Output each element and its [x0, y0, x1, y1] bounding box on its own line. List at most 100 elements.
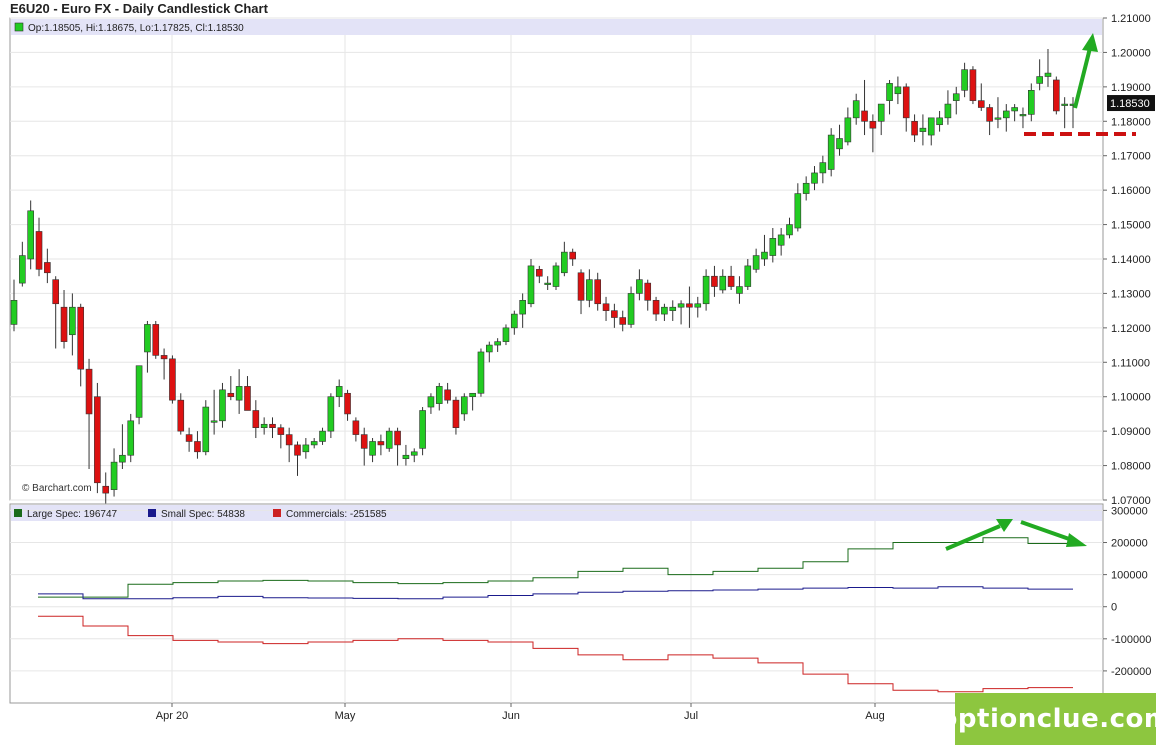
annotation-arrowhead-up-right	[996, 519, 1013, 532]
candle	[394, 430, 401, 446]
cot-tick-label: 100000	[1111, 570, 1148, 582]
candle	[310, 441, 318, 446]
candle	[27, 210, 34, 260]
candle	[494, 341, 501, 346]
candle	[410, 451, 418, 456]
candle	[986, 107, 993, 122]
annotation-arrow-down-right	[1020, 520, 1073, 542]
page-title: E6U20 - Euro FX - Daily Candlestick Char…	[10, 1, 268, 16]
candle	[736, 286, 743, 294]
cot-tick-label: 200000	[1111, 538, 1148, 550]
candle	[285, 434, 293, 446]
candle	[836, 138, 843, 150]
candle	[502, 327, 510, 342]
candle	[977, 100, 985, 108]
price-tick-label: 1.12000	[1111, 323, 1151, 335]
last-price-label: 1.18530	[1110, 98, 1150, 110]
candle	[1044, 72, 1052, 77]
candle	[244, 386, 251, 411]
candle	[919, 127, 927, 132]
candle	[152, 324, 160, 356]
candle	[135, 365, 143, 418]
candle	[485, 344, 493, 353]
cot-panel	[9, 503, 1104, 704]
candle	[44, 262, 51, 274]
candle	[594, 279, 602, 305]
candle	[277, 427, 285, 435]
watermark-logo: optionclue.com	[940, 693, 1156, 745]
candle	[769, 238, 777, 256]
candle	[1002, 110, 1010, 119]
price-tick-label: 1.09000	[1111, 426, 1151, 438]
candle	[119, 454, 126, 463]
candle	[577, 272, 585, 301]
price-tick-label: 1.15000	[1111, 220, 1151, 232]
candle	[527, 265, 535, 305]
candle	[427, 396, 435, 408]
candle	[477, 351, 485, 394]
candle	[327, 396, 335, 432]
price-legend-bar	[11, 19, 1102, 35]
price-tick-label: 1.17000	[1111, 151, 1151, 163]
candle	[360, 434, 368, 449]
candle	[802, 182, 810, 194]
candle	[110, 461, 118, 490]
cot-tick-label: -200000	[1111, 666, 1151, 678]
candle	[435, 386, 443, 404]
candle	[911, 120, 918, 136]
candle	[944, 103, 952, 119]
candle	[661, 306, 668, 315]
candle	[302, 444, 310, 453]
candle	[569, 251, 576, 260]
price-tick-label: 1.16000	[1111, 185, 1151, 197]
candle	[85, 368, 93, 415]
candle	[511, 313, 518, 329]
candle	[202, 406, 210, 453]
candle	[602, 303, 610, 311]
candle	[969, 69, 977, 101]
candle	[627, 293, 635, 325]
candle	[702, 275, 710, 305]
candle	[719, 275, 727, 291]
candle	[844, 117, 852, 143]
candle	[210, 420, 218, 423]
annotation-arrowhead-down-right	[1066, 533, 1087, 547]
cot-legend-swatch	[148, 509, 156, 517]
ohlc-swatch	[14, 22, 24, 32]
candle	[669, 306, 677, 311]
candle	[127, 420, 135, 456]
copyright-label: © Barchart.com	[22, 483, 92, 494]
candle	[160, 355, 168, 360]
commercials-line	[38, 615, 1073, 693]
candle	[1036, 76, 1043, 84]
candle	[644, 282, 652, 301]
candle	[586, 279, 593, 301]
candle	[177, 399, 185, 432]
price-tick-label: 1.07000	[1111, 495, 1151, 507]
candle	[169, 358, 176, 401]
annotation-arrow-up-right	[945, 524, 1001, 551]
cot-tick-label: 300000	[1111, 505, 1148, 517]
cot-legend-bar	[11, 505, 1102, 521]
candle	[519, 300, 526, 315]
candle	[1053, 79, 1060, 112]
price-tick-label: 1.20000	[1111, 47, 1151, 59]
cot-tick-label: -100000	[1111, 634, 1151, 646]
candle	[744, 265, 752, 287]
candle	[69, 306, 76, 336]
candle	[194, 441, 201, 453]
candle	[227, 392, 235, 398]
price-tick-label: 1.19000	[1111, 82, 1151, 94]
candle	[544, 282, 551, 285]
x-tick-label: Jul	[684, 710, 698, 722]
candle	[35, 231, 43, 270]
candle	[794, 193, 802, 229]
cot-legend-label: Commercials: -251585	[286, 509, 387, 520]
cot-tick-label: 0	[1111, 602, 1117, 614]
candle	[10, 300, 18, 325]
annotation-up-arrow	[1073, 47, 1092, 109]
candle	[185, 434, 193, 442]
candle	[19, 255, 26, 284]
price-tick-label: 1.18000	[1111, 116, 1151, 128]
